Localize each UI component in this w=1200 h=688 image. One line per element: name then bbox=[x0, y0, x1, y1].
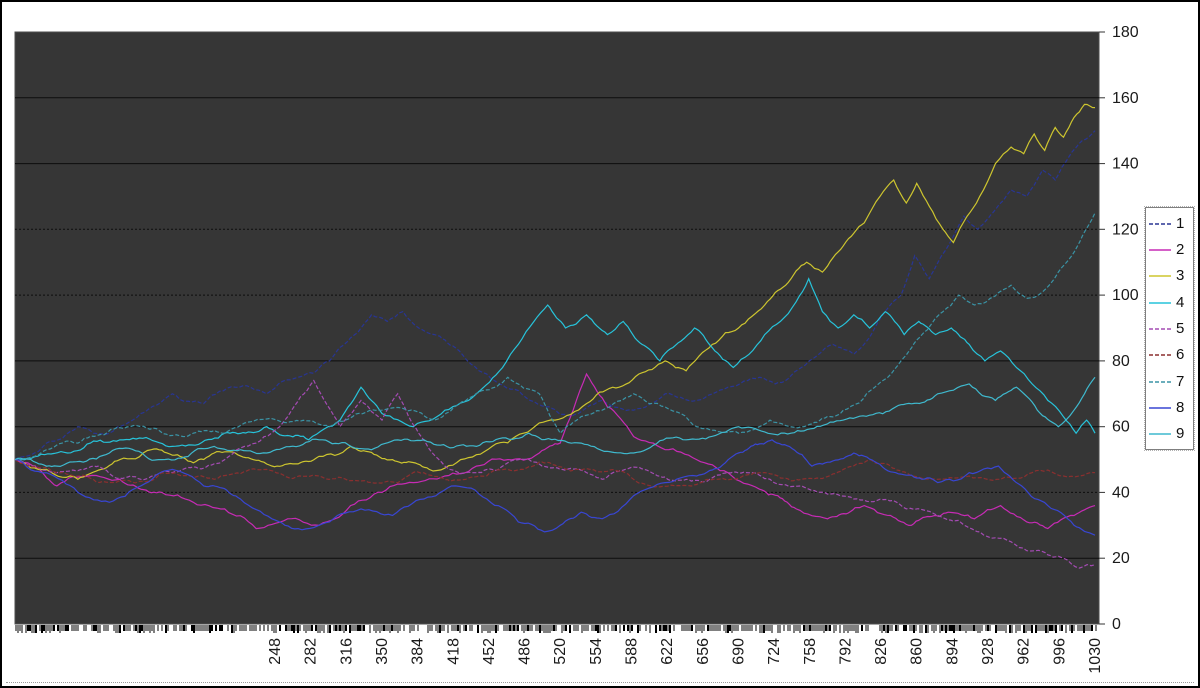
legend-item-8[interactable]: 8 bbox=[1149, 395, 1190, 419]
legend-label: 5 bbox=[1176, 319, 1185, 337]
x-tick-label: 418 bbox=[445, 638, 462, 665]
y-axis-ticks bbox=[1099, 31, 1105, 625]
y-tick-label: 40 bbox=[1112, 484, 1130, 501]
series-line-7 bbox=[15, 212, 1096, 461]
legend-item-1[interactable]: 1 bbox=[1149, 211, 1190, 235]
x-tick-label: 996 bbox=[1051, 638, 1068, 665]
x-tick-label: 452 bbox=[481, 638, 498, 665]
x-axis-labels: 248 282 316 350 384 418 452 486 520 554 588 622 656 6… bbox=[267, 638, 1104, 674]
y-tick-label: 160 bbox=[1112, 90, 1139, 107]
series-line-6 bbox=[15, 458, 1096, 488]
y-tick-label: 0 bbox=[1112, 616, 1121, 633]
series-line-2 bbox=[15, 372, 1096, 530]
x-tick-label: 928 bbox=[980, 638, 997, 665]
legend-item-6[interactable]: 6 bbox=[1149, 343, 1190, 367]
chart-frame-dotted-border bbox=[6, 682, 1194, 683]
x-tick-label: 282 bbox=[303, 638, 320, 665]
x-tick-label: 792 bbox=[837, 638, 854, 665]
x-tick-label: 622 bbox=[659, 638, 676, 665]
legend-label: 8 bbox=[1176, 398, 1185, 416]
y-tick-label: 140 bbox=[1112, 156, 1139, 173]
legend-line-swatch bbox=[1149, 406, 1171, 409]
legend-line-swatch bbox=[1149, 353, 1171, 357]
legend-label: 3 bbox=[1176, 267, 1185, 285]
y-tick-label: 60 bbox=[1112, 419, 1130, 436]
series-line-4 bbox=[15, 277, 1096, 461]
x-tick-label: 554 bbox=[588, 638, 605, 665]
x-tick-label: 826 bbox=[873, 638, 890, 665]
legend-line-swatch bbox=[1149, 222, 1171, 225]
x-tick-label: 350 bbox=[374, 638, 391, 665]
legend-line-swatch bbox=[1149, 301, 1171, 304]
legend-label: 1 bbox=[1176, 214, 1185, 232]
legend-line-swatch bbox=[1149, 432, 1171, 436]
legend-label: 4 bbox=[1176, 293, 1185, 311]
x-tick-label: 860 bbox=[909, 638, 926, 665]
x-axis-ticks bbox=[15, 625, 1097, 633]
legend-item-4[interactable]: 4 bbox=[1149, 290, 1190, 314]
x-tick-label: 520 bbox=[552, 638, 569, 665]
plot-area[interactable] bbox=[14, 31, 1100, 625]
legend-line-swatch bbox=[1149, 327, 1171, 330]
x-tick-label: 588 bbox=[624, 638, 641, 665]
x-tick-label: 894 bbox=[944, 638, 961, 665]
x-tick-label: 962 bbox=[1016, 638, 1033, 665]
legend-line-swatch bbox=[1149, 248, 1171, 251]
y-tick-label: 80 bbox=[1112, 353, 1130, 370]
x-tick-label: 690 bbox=[731, 638, 748, 665]
x-tick-label: 316 bbox=[338, 638, 355, 665]
series-line-1 bbox=[15, 130, 1096, 461]
legend-item-7[interactable]: 7 bbox=[1149, 369, 1190, 393]
legend-label: 7 bbox=[1176, 372, 1185, 390]
series-lines bbox=[15, 103, 1096, 569]
series-line-5 bbox=[15, 379, 1096, 569]
x-tick-label: 248 bbox=[267, 638, 284, 665]
series-line-8 bbox=[15, 439, 1096, 536]
series-line-9 bbox=[15, 376, 1096, 468]
x-tick-label: 1030 bbox=[1087, 638, 1104, 674]
y-tick-label: 180 bbox=[1112, 24, 1139, 41]
y-axis-labels: 0 20 40 60 80 100 120 140 160 180 bbox=[1112, 24, 1139, 633]
legend-label: 2 bbox=[1176, 240, 1185, 258]
legend-item-2[interactable]: 2 bbox=[1149, 237, 1190, 261]
y-tick-label: 20 bbox=[1112, 550, 1130, 567]
x-tick-label: 758 bbox=[802, 638, 819, 665]
legend-item-3[interactable]: 3 bbox=[1149, 264, 1190, 288]
legend-item-9[interactable]: 9 bbox=[1149, 422, 1190, 446]
series-line-3 bbox=[15, 103, 1096, 481]
y-tick-label: 100 bbox=[1112, 287, 1139, 304]
legend-label: 6 bbox=[1176, 346, 1185, 364]
x-tick-label: 384 bbox=[410, 638, 427, 665]
x-tick-label: 724 bbox=[766, 638, 783, 665]
legend-line-swatch bbox=[1149, 274, 1171, 278]
chart-legend[interactable]: 1 2 3 4 5 6 7 8 9 bbox=[1144, 206, 1195, 451]
legend-label: 9 bbox=[1176, 425, 1185, 443]
x-tick-label: 486 bbox=[517, 638, 534, 665]
legend-line-swatch bbox=[1149, 380, 1171, 383]
legend-item-5[interactable]: 5 bbox=[1149, 316, 1190, 340]
x-tick-label: 656 bbox=[695, 638, 712, 665]
y-tick-label: 120 bbox=[1112, 221, 1139, 238]
